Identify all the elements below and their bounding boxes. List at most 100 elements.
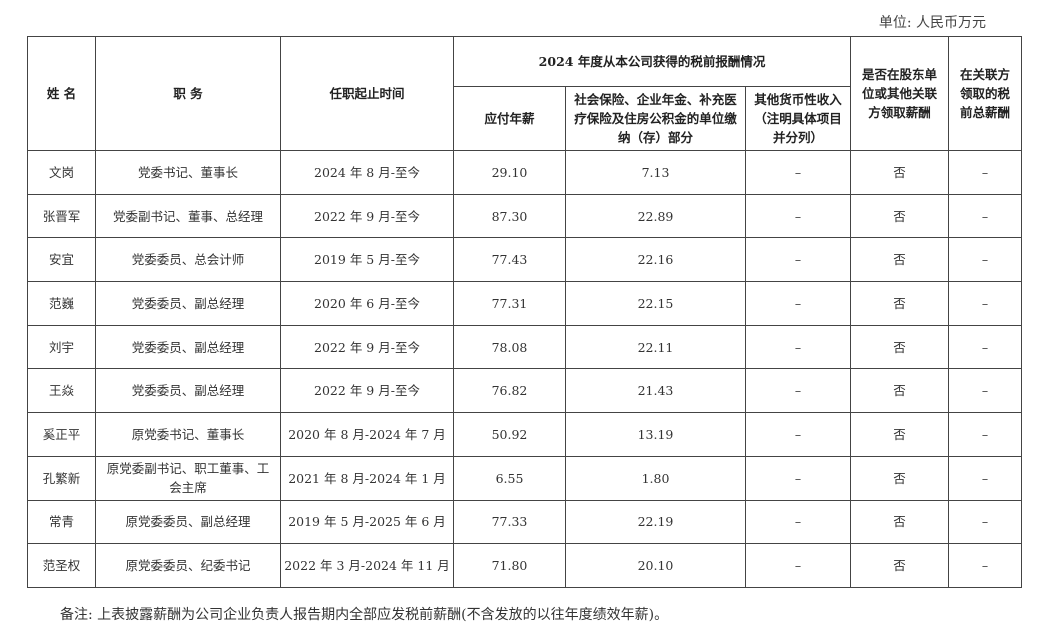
cell-related: – xyxy=(948,324,1022,370)
table-row: 刘宇 党委委员、副总经理 2022 年 9 月-至今 78.08 22.11– 否 – xyxy=(27,324,1022,370)
cell-name: 奚正平 xyxy=(27,412,96,457)
cell-other: – xyxy=(745,368,851,414)
cell-term: 2022 年 9 月-至今 xyxy=(280,324,454,370)
cell-name: 文岗 xyxy=(27,150,96,195)
cell-position: 党委书记、董事长 xyxy=(95,150,281,195)
cell-other: – xyxy=(745,150,851,195)
cell-related: – xyxy=(948,368,1022,414)
cell-term: 2020 年 8 月-2024 年 7 月 xyxy=(280,412,454,457)
cell-salary: 77.43 xyxy=(453,237,566,283)
cell-other: – xyxy=(745,412,851,457)
table-row: 文岗 党委书记、董事长 2024 年 8 月-至今 29.10 7.13– 否 – xyxy=(27,150,1022,195)
cell-salary: 78.08 xyxy=(453,324,566,370)
cell-position: 党委委员、副总经理 xyxy=(95,281,281,326)
cell-name: 范巍 xyxy=(27,281,96,326)
header-term: 任职起止时间 xyxy=(280,36,454,151)
cell-name: 王焱 xyxy=(27,368,96,414)
cell-related: – xyxy=(948,543,1022,588)
cell-position: 原党委书记、董事长 xyxy=(95,412,281,457)
cell-other: – xyxy=(745,237,851,283)
cell-other: – xyxy=(745,455,851,501)
cell-social: 22.15 xyxy=(565,281,746,326)
table-row: 范巍 党委委员、副总经理 2020 年 6 月-至今 77.31 22.15– 否 – xyxy=(27,281,1022,326)
cell-shareholder: 否 xyxy=(850,281,949,326)
cell-other: – xyxy=(745,324,851,370)
cell-social: 22.19 xyxy=(565,499,746,545)
cell-term: 2024 年 8 月-至今 xyxy=(280,150,454,195)
cell-shareholder: 否 xyxy=(850,368,949,414)
table-row: 奚正平 原党委书记、董事长 2020 年 8 月-2024 年 7 月 50.92 13… xyxy=(27,412,1022,457)
cell-salary: 50.92 xyxy=(453,412,566,457)
cell-name: 张晋军 xyxy=(27,193,96,239)
cell-position: 原党委委员、副总经理 xyxy=(95,499,281,545)
table-row: 常青 原党委委员、副总经理 2019 年 5 月-2025 年 6 月 77.33 22… xyxy=(27,499,1022,545)
cell-related: – xyxy=(948,455,1022,501)
cell-term: 2022 年 9 月-至今 xyxy=(280,193,454,239)
cell-salary: 77.33 xyxy=(453,499,566,545)
header-social: 社会保险、企业年金、补充医疗保险及住房公积金的单位缴纳（存）部分 xyxy=(565,86,746,151)
cell-name: 常青 xyxy=(27,499,96,545)
cell-salary: 76.82 xyxy=(453,368,566,414)
cell-related: – xyxy=(948,237,1022,283)
cell-social: 22.89 xyxy=(565,193,746,239)
cell-social: 22.11 xyxy=(565,324,746,370)
cell-term: 2022 年 9 月-至今 xyxy=(280,368,454,414)
cell-shareholder: 否 xyxy=(850,193,949,239)
cell-shareholder: 否 xyxy=(850,324,949,370)
table-row: 范圣权 原党委委员、纪委书记 2022 年 3 月-2024 年 11 月 71.80… xyxy=(27,543,1022,588)
cell-other: – xyxy=(745,193,851,239)
cell-social: 13.19 xyxy=(565,412,746,457)
cell-social: 7.13 xyxy=(565,150,746,195)
table-row: 王焱 党委委员、副总经理 2022 年 9 月-至今 76.82 21.43– 否 – xyxy=(27,368,1022,414)
cell-related: – xyxy=(948,499,1022,545)
unit-label: 单位: 人民币万元 xyxy=(878,15,986,31)
cell-position: 原党委副书记、职工董事、工会主席 xyxy=(95,455,281,501)
header-group: 2024 年度从本公司获得的税前报酬情况 xyxy=(453,36,851,87)
cell-shareholder: 否 xyxy=(850,150,949,195)
cell-term: 2019 年 5 月-2025 年 6 月 xyxy=(280,499,454,545)
footnote: 备注: 上表披露薪酬为公司企业负责人报告期内全部应发税前薪酬(不含发放的以往年度… xyxy=(60,607,669,623)
cell-name: 刘宇 xyxy=(27,324,96,370)
cell-shareholder: 否 xyxy=(850,455,949,501)
cell-term: 2019 年 5 月-至今 xyxy=(280,237,454,283)
cell-name: 孔繁新 xyxy=(27,455,96,501)
cell-shareholder: 否 xyxy=(850,237,949,283)
cell-salary: 77.31 xyxy=(453,281,566,326)
cell-other: – xyxy=(745,281,851,326)
cell-salary: 6.55 xyxy=(453,455,566,501)
cell-name: 安宜 xyxy=(27,237,96,283)
cell-term: 2022 年 3 月-2024 年 11 月 xyxy=(280,543,454,588)
header-salary: 应付年薪 xyxy=(453,86,566,151)
header-shareholder: 是否在股东单位或其他关联方领取薪酬 xyxy=(850,36,949,151)
cell-salary: 87.30 xyxy=(453,193,566,239)
cell-position: 原党委委员、纪委书记 xyxy=(95,543,281,588)
table-row: 安宜 党委委员、总会计师 2019 年 5 月-至今 77.43 22.16– 否 – xyxy=(27,237,1022,283)
header-related: 在关联方领取的税前总薪酬 xyxy=(948,36,1022,151)
compensation-table: 姓 名 职 务 任职起止时间 2024 年度从本公司获得的税前报酬情况 是否在股… xyxy=(27,36,1022,588)
cell-term: 2020 年 6 月-至今 xyxy=(280,281,454,326)
header-other: 其他货币性收入（注明具体项目并分列） xyxy=(745,86,851,151)
cell-salary: 71.80 xyxy=(453,543,566,588)
cell-social: 22.16 xyxy=(565,237,746,283)
cell-social: 1.80 xyxy=(565,455,746,501)
cell-position: 党委委员、副总经理 xyxy=(95,324,281,370)
table-row: 张晋军 党委副书记、董事、总经理 2022 年 9 月-至今 87.30 22.89– 否… xyxy=(27,193,1022,239)
cell-social: 20.10 xyxy=(565,543,746,588)
cell-related: – xyxy=(948,193,1022,239)
header-name: 姓 名 xyxy=(27,36,96,151)
cell-position: 党委委员、副总经理 xyxy=(95,368,281,414)
cell-shareholder: 否 xyxy=(850,543,949,588)
cell-position: 党委委员、总会计师 xyxy=(95,237,281,283)
cell-term: 2021 年 8 月-2024 年 1 月 xyxy=(280,455,454,501)
cell-other: – xyxy=(745,499,851,545)
cell-related: – xyxy=(948,150,1022,195)
cell-social: 21.43 xyxy=(565,368,746,414)
header-position: 职 务 xyxy=(95,36,281,151)
cell-shareholder: 否 xyxy=(850,499,949,545)
cell-shareholder: 否 xyxy=(850,412,949,457)
cell-position: 党委副书记、董事、总经理 xyxy=(95,193,281,239)
cell-salary: 29.10 xyxy=(453,150,566,195)
cell-name: 范圣权 xyxy=(27,543,96,588)
table-row: 孔繁新 原党委副书记、职工董事、工会主席 2021 年 8 月-2024 年 1 月… xyxy=(27,455,1022,501)
cell-related: – xyxy=(948,281,1022,326)
